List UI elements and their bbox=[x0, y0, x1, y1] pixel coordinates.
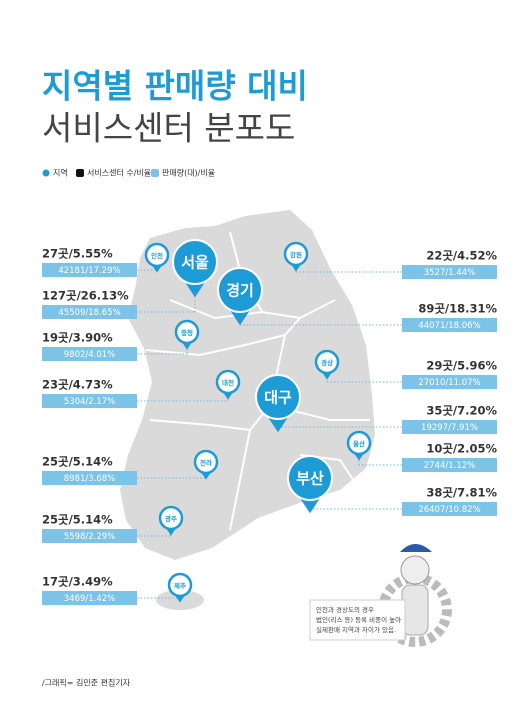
region-name: 광주 bbox=[165, 514, 177, 523]
mechanic-illustration bbox=[400, 555, 430, 585]
center-count: 127곳/26.13% bbox=[42, 289, 129, 303]
sales-box bbox=[42, 394, 137, 408]
sales-box bbox=[42, 471, 137, 485]
legend-icon bbox=[151, 169, 159, 177]
sales-value: 8981/3.68% bbox=[64, 474, 116, 484]
center-count: 22곳/4.52% bbox=[426, 249, 497, 263]
pin bbox=[255, 374, 301, 420]
pin bbox=[217, 267, 263, 313]
center-count: 23곳/4.73% bbox=[42, 378, 113, 392]
sales-value: 9802/4.01% bbox=[64, 350, 116, 360]
region-name: 부산 bbox=[296, 470, 324, 488]
center-count: 19곳/3.90% bbox=[42, 331, 113, 345]
sales-value: 5304/2.17% bbox=[64, 397, 116, 407]
sales-box bbox=[402, 458, 497, 472]
sales-value: 42181/17.29% bbox=[58, 266, 120, 276]
pin bbox=[144, 242, 170, 268]
legend-icon bbox=[76, 169, 84, 177]
sales-box bbox=[402, 420, 497, 434]
center-count: 10곳/2.05% bbox=[426, 442, 497, 456]
region-name: 제주 bbox=[174, 581, 186, 590]
legend-label: 지역 bbox=[53, 168, 68, 178]
center-count: 17곳/3.49% bbox=[42, 575, 113, 589]
sales-value: 44071/18.06% bbox=[418, 321, 480, 331]
region-name: 전라 bbox=[200, 458, 212, 467]
pin bbox=[193, 449, 219, 475]
sales-value: 19297/7.91% bbox=[421, 423, 478, 433]
sales-value: 5598/2.29% bbox=[64, 532, 116, 542]
region-name: 대전 bbox=[222, 378, 234, 387]
note-line: 실제판매 지역과 차이가 있음. bbox=[316, 625, 396, 634]
pin bbox=[287, 455, 333, 501]
note-box bbox=[309, 599, 406, 641]
region-name: 충청 bbox=[181, 328, 193, 337]
pin bbox=[167, 572, 193, 598]
center-count: 25곳/5.14% bbox=[42, 455, 113, 469]
sales-box bbox=[42, 263, 137, 277]
sales-box bbox=[42, 591, 137, 605]
pin bbox=[314, 349, 340, 375]
region-name: 강원 bbox=[290, 250, 302, 259]
pin bbox=[283, 241, 309, 267]
region-name: 경기 bbox=[226, 282, 254, 300]
center-count: 38곳/7.81% bbox=[426, 486, 497, 500]
note-line: 인천과 경상도의 경우 bbox=[316, 605, 374, 614]
legend-label: 판매량(대)/비율 bbox=[162, 168, 215, 178]
region-name: 경상 bbox=[321, 358, 333, 367]
pin bbox=[174, 319, 200, 345]
sales-box bbox=[42, 529, 137, 543]
note-line: 법인(리스 등) 등록 비중이 높아 bbox=[316, 615, 401, 624]
legend-label: 서비스센터 수/비율 bbox=[87, 168, 151, 178]
pin bbox=[158, 505, 184, 531]
region-name: 대구 bbox=[264, 389, 292, 407]
sales-box bbox=[42, 347, 137, 361]
sales-box bbox=[42, 305, 137, 319]
sales-value: 3469/1.42% bbox=[64, 594, 116, 604]
subtitle: 서비스센터 분포도 bbox=[42, 109, 295, 148]
sales-value: 3527/1.44% bbox=[424, 268, 476, 278]
center-count: 89곳/18.31% bbox=[418, 302, 497, 316]
sales-value: 27010/11.07% bbox=[418, 378, 480, 388]
center-count: 29곳/5.96% bbox=[426, 359, 497, 373]
sales-box bbox=[402, 265, 497, 279]
title: 지역별 판매량 대비 bbox=[42, 67, 308, 106]
pin bbox=[172, 239, 218, 285]
legend-icon bbox=[42, 169, 50, 177]
sales-box bbox=[402, 318, 497, 332]
region-name: 울산 bbox=[353, 439, 365, 448]
region-name: 인천 bbox=[151, 251, 163, 260]
sales-value: 45509/18.65% bbox=[58, 308, 120, 318]
center-count: 25곳/5.14% bbox=[42, 513, 113, 527]
sales-box bbox=[402, 502, 497, 516]
sales-box bbox=[402, 375, 497, 389]
sales-value: 26407/10.82% bbox=[418, 505, 480, 515]
center-count: 27곳/5.55% bbox=[42, 247, 113, 261]
center-count: 35곳/7.20% bbox=[426, 404, 497, 418]
region-name: 서울 bbox=[181, 254, 209, 272]
pin bbox=[215, 369, 241, 395]
mechanic-cap bbox=[400, 544, 432, 552]
pin bbox=[346, 430, 372, 456]
mechanic-body bbox=[401, 584, 429, 636]
credit: /그래픽= 김민준 편집기자 bbox=[42, 678, 131, 688]
sales-value: 2744/1.12% bbox=[424, 461, 476, 471]
